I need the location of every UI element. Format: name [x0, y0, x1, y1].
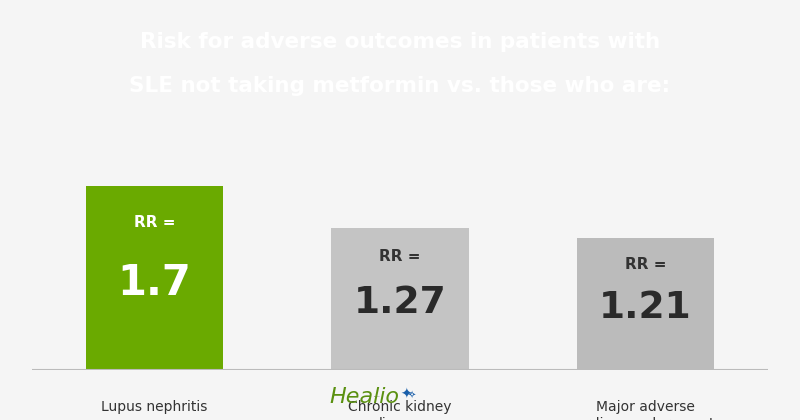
Text: RR =: RR = [625, 257, 666, 272]
Text: RR =: RR = [134, 215, 175, 230]
FancyBboxPatch shape [86, 186, 223, 370]
Text: Risk for adverse outcomes in patients with: Risk for adverse outcomes in patients wi… [140, 32, 660, 52]
Text: Lupus nephritis: Lupus nephritis [102, 400, 208, 414]
Text: Healio: Healio [329, 387, 399, 407]
Text: Major adverse
cardiovascular events: Major adverse cardiovascular events [569, 400, 722, 420]
Text: 1.27: 1.27 [354, 285, 446, 321]
Text: SLE not taking metformin vs. those who are:: SLE not taking metformin vs. those who a… [130, 76, 670, 96]
FancyBboxPatch shape [577, 238, 714, 370]
Text: RR =: RR = [379, 249, 421, 264]
Text: #5a9010: #5a9010 [374, 396, 380, 397]
FancyBboxPatch shape [331, 228, 469, 370]
Text: 1.21: 1.21 [599, 290, 692, 326]
Text: ✧: ✧ [408, 391, 416, 401]
Text: Chronic kidney
disease: Chronic kidney disease [348, 400, 452, 420]
Text: 1.7: 1.7 [118, 262, 192, 304]
Text: ✦: ✦ [400, 388, 412, 402]
